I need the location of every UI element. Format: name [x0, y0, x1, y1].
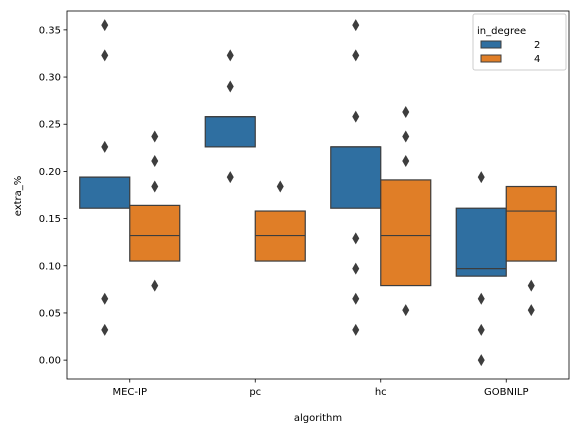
outlier-gobnilp-indeg-4 [527, 304, 535, 317]
outlier-hc-indeg-4 [402, 105, 410, 118]
outlier-mec-ip-indeg-4 [151, 130, 159, 143]
y-tick-label: 0.30 [39, 73, 61, 84]
y-tick-label: 0.05 [39, 308, 61, 319]
outlier-hc-indeg-2 [352, 262, 360, 275]
outlier-pc-indeg-2 [226, 171, 234, 184]
box-hc-indeg-2 [330, 146, 382, 209]
x-tick-label: hc [375, 387, 387, 398]
legend-swatch-2 [480, 40, 502, 49]
y-tick-label: 0.15 [39, 214, 61, 225]
y-tick-label: 0.20 [39, 167, 61, 178]
outlier-hc-indeg-2 [352, 49, 360, 62]
outlier-mec-ip-indeg-2 [101, 292, 109, 305]
outlier-pc-indeg-2 [226, 80, 234, 93]
x-tick-label: MEC-IP [112, 387, 147, 398]
outlier-mec-ip-indeg-2 [101, 140, 109, 153]
outlier-mec-ip-indeg-4 [151, 180, 159, 193]
outlier-gobnilp-indeg-4 [527, 279, 535, 292]
plot-area [79, 19, 557, 367]
outlier-hc-indeg-2 [352, 19, 360, 32]
box-gobnilp-indeg-2 [455, 207, 507, 277]
x-tick-label: pc [249, 387, 261, 398]
legend: in_degree 2 4 [472, 13, 567, 71]
outlier-hc-indeg-2 [352, 110, 360, 123]
x-tick-label: GOBNILP [484, 387, 529, 398]
y-axis-label: extra_% [13, 176, 24, 217]
outlier-hc-indeg-2 [352, 232, 360, 245]
outlier-hc-indeg-2 [352, 323, 360, 336]
box-hc-indeg-4 [380, 179, 432, 287]
outlier-hc-indeg-2 [352, 292, 360, 305]
outlier-gobnilp-indeg-2 [477, 323, 485, 336]
outlier-hc-indeg-4 [402, 304, 410, 317]
outlier-gobnilp-indeg-2 [477, 171, 485, 184]
outlier-mec-ip-indeg-4 [151, 155, 159, 168]
outlier-mec-ip-indeg-4 [151, 279, 159, 292]
outlier-gobnilp-indeg-2 [477, 354, 485, 367]
outlier-pc-indeg-4 [276, 180, 284, 193]
legend-title: in_degree [477, 26, 526, 37]
box-mec-ip-indeg-2 [79, 176, 131, 209]
outlier-pc-indeg-2 [226, 49, 234, 62]
box-pc-indeg-2 [204, 116, 256, 148]
y-tick-label: 0.35 [39, 25, 61, 36]
legend-label-4: 4 [534, 54, 540, 65]
y-tick-label: 0.00 [39, 356, 61, 367]
outlier-mec-ip-indeg-2 [101, 19, 109, 32]
box-gobnilp-indeg-4 [505, 185, 557, 262]
outlier-hc-indeg-4 [402, 155, 410, 168]
y-tick-label: 0.10 [39, 261, 61, 272]
outlier-gobnilp-indeg-2 [477, 292, 485, 305]
outlier-mec-ip-indeg-2 [101, 323, 109, 336]
axes: 0.00 0.05 0.10 0.15 0.20 0.25 0.30 0.35 MEC-IP pc… [39, 10, 570, 398]
outlier-mec-ip-indeg-2 [101, 49, 109, 62]
box-mec-ip-indeg-4 [129, 204, 181, 262]
x-axis-label: algorithm [294, 413, 342, 424]
outlier-hc-indeg-4 [402, 130, 410, 143]
legend-swatch-4 [480, 54, 502, 63]
y-tick-label: 0.25 [39, 120, 61, 131]
axes-frame [66, 10, 570, 380]
legend-label-2: 2 [534, 40, 540, 51]
